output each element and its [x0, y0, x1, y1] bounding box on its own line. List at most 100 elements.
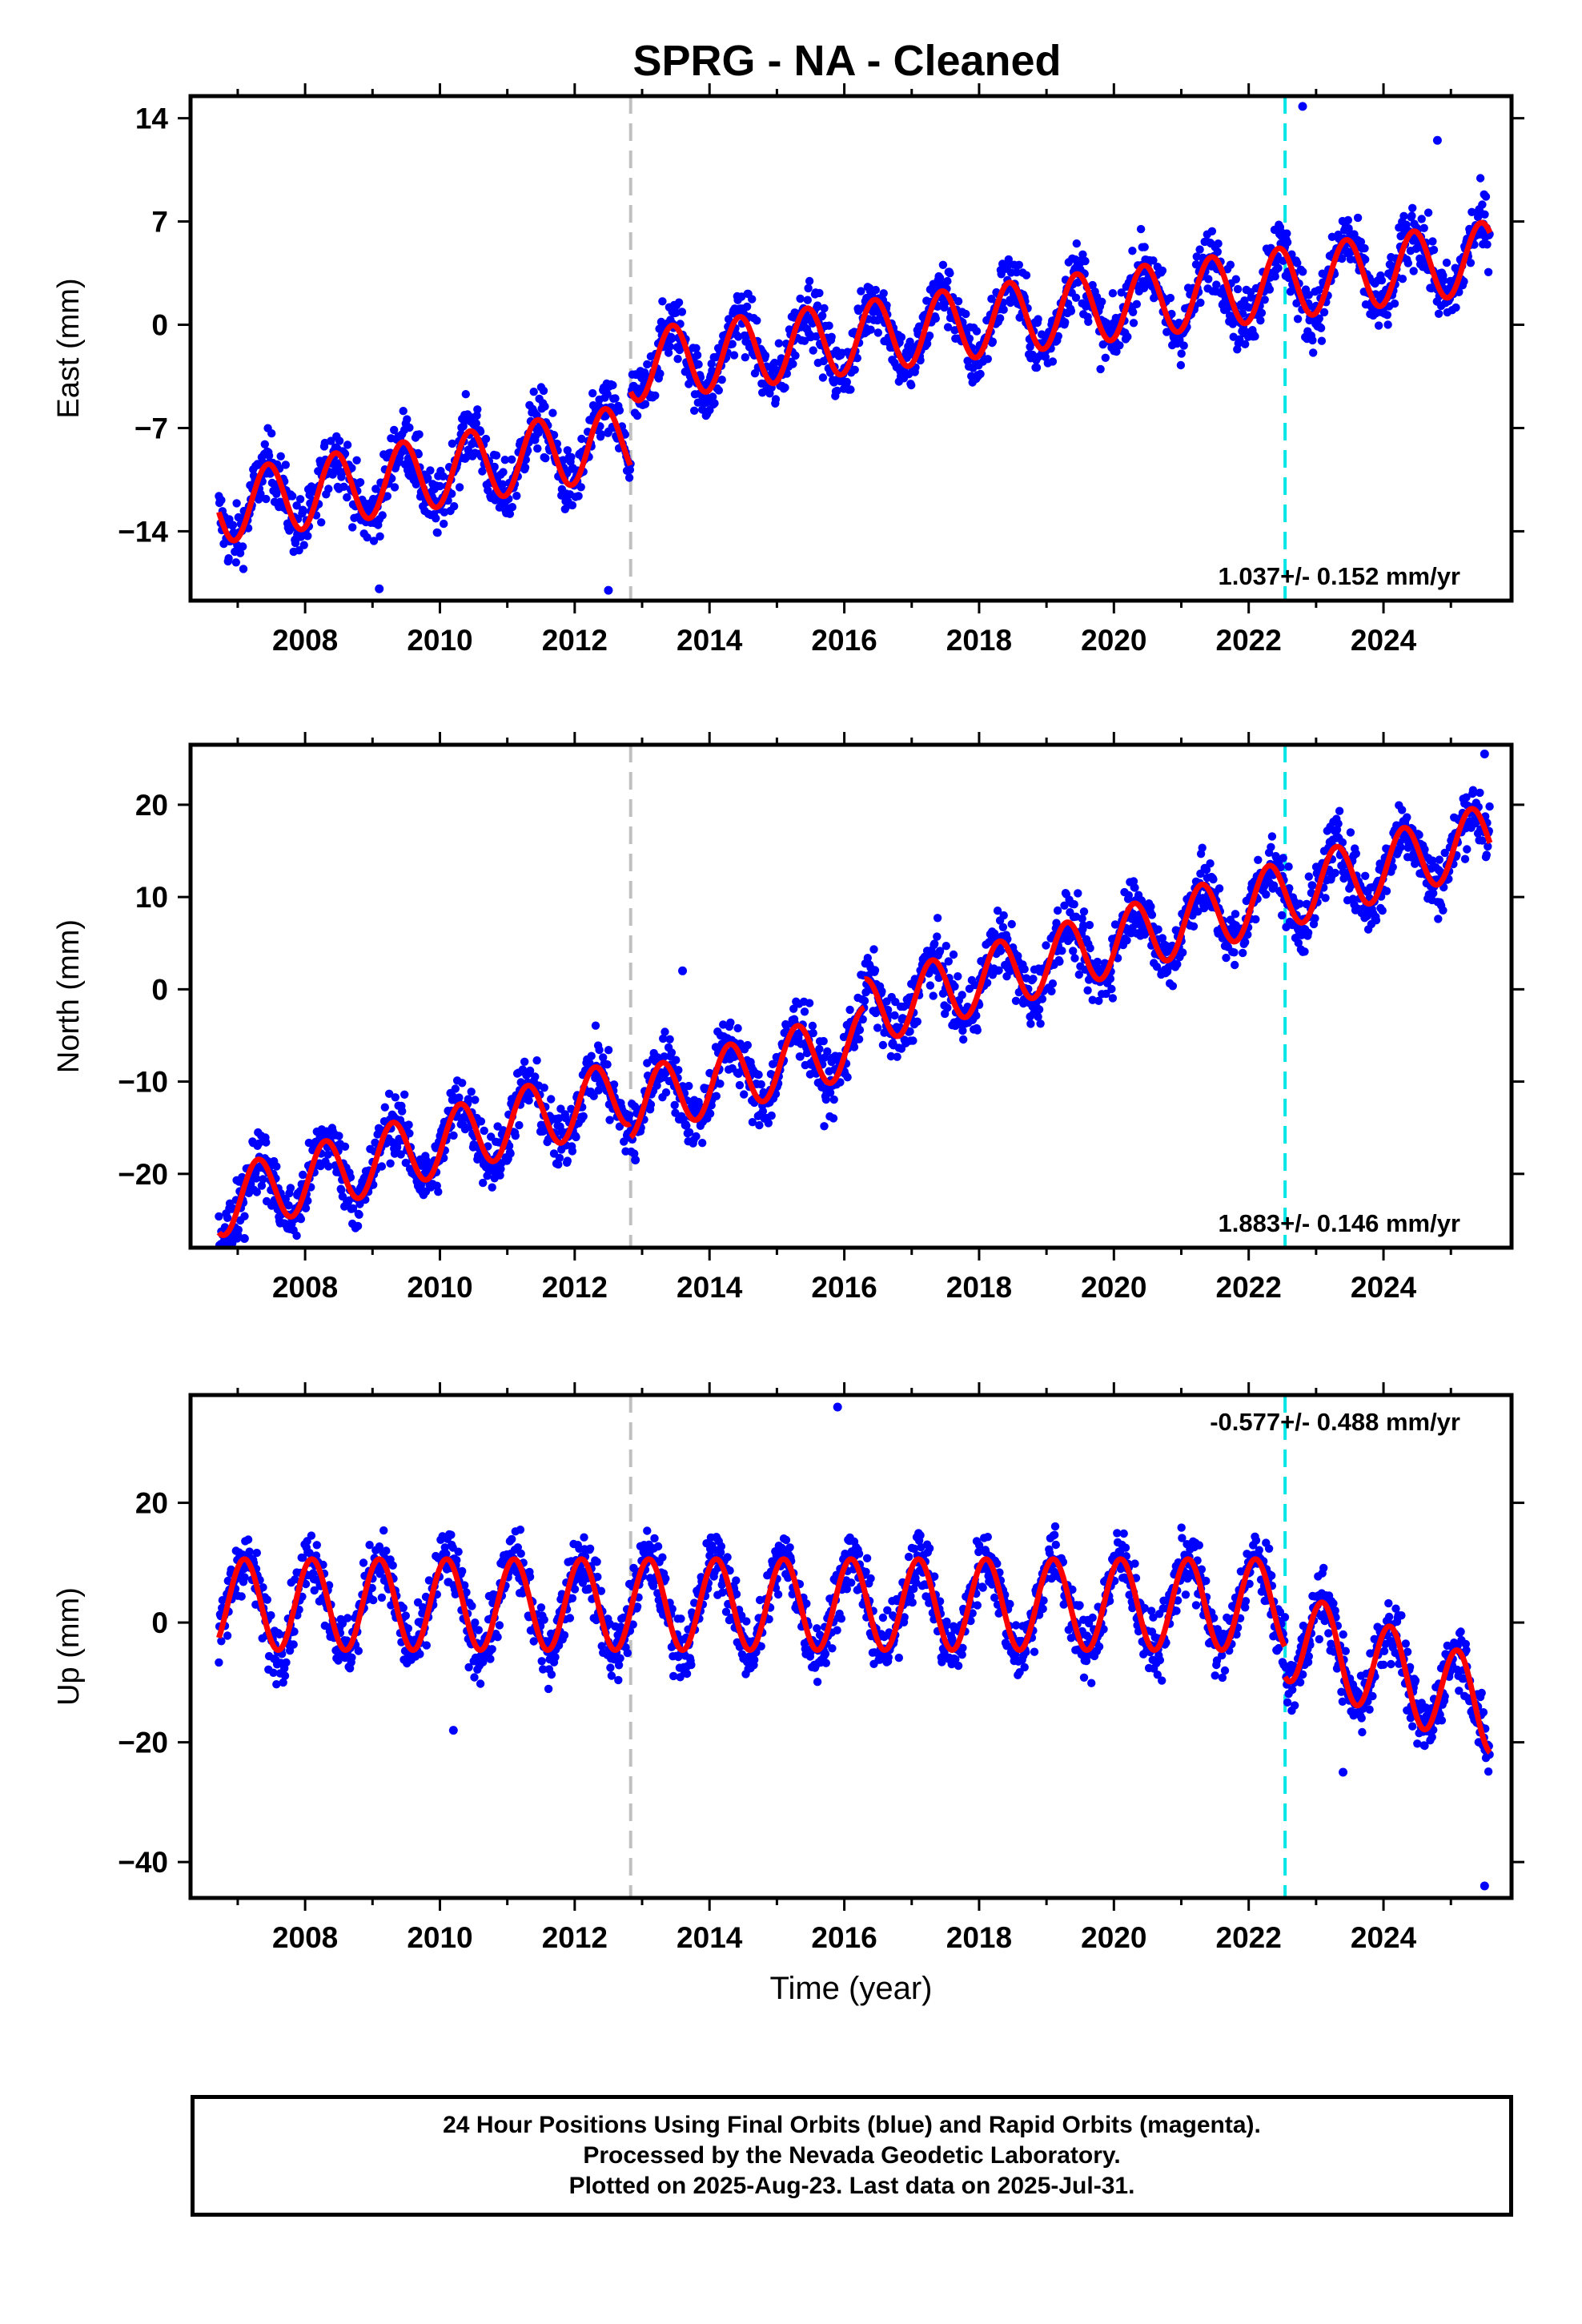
position-point: [568, 501, 577, 510]
position-point: [1434, 309, 1443, 318]
position-point: [369, 1595, 378, 1605]
position-point: [447, 1530, 456, 1539]
position-point: [343, 1614, 352, 1622]
position-point: [1222, 953, 1231, 963]
position-point: [324, 485, 333, 493]
position-point: [690, 406, 699, 415]
position-point: [733, 1023, 742, 1033]
position-point: [498, 480, 507, 489]
position-point: [479, 1178, 488, 1188]
position-point: [499, 468, 508, 476]
position-point: [488, 1183, 496, 1192]
position-point: [355, 1210, 363, 1220]
position-point: [995, 314, 1005, 323]
x-tick-label: 2012: [542, 624, 608, 657]
position-point: [1069, 947, 1078, 955]
position-point: [539, 386, 548, 396]
position-point: [943, 323, 953, 332]
position-point: [623, 1648, 632, 1658]
position-point: [1483, 240, 1492, 249]
x-tick-label: 2018: [946, 1271, 1012, 1304]
position-point: [303, 532, 312, 541]
position-point: [520, 463, 530, 472]
position-point: [817, 311, 827, 320]
position-point: [716, 1080, 725, 1088]
position-point: [712, 1092, 721, 1100]
position-point: [1147, 911, 1157, 919]
position-point: [359, 1558, 368, 1567]
position-point: [515, 1120, 524, 1130]
position-point: [262, 494, 271, 504]
position-point: [1036, 1019, 1045, 1028]
position-point: [740, 1090, 749, 1099]
position-point: [1154, 925, 1162, 934]
position-point: [843, 1073, 852, 1082]
position-point: [288, 492, 297, 501]
position-point: [1072, 239, 1082, 248]
position-point: [1074, 889, 1082, 898]
position-point: [260, 440, 269, 448]
position-point: [217, 496, 226, 505]
position-point: [1231, 910, 1240, 919]
position-point: [1086, 943, 1094, 953]
position-point: [472, 411, 481, 420]
position-point: [398, 1107, 407, 1116]
position-point: [667, 334, 677, 344]
position-point: [1129, 308, 1138, 316]
position-point: [382, 1546, 391, 1555]
position-point: [574, 492, 583, 501]
position-point: [890, 1011, 899, 1020]
y-tick-label: 20: [135, 789, 168, 822]
y-tick-label: 0: [151, 973, 168, 1006]
position-point: [1241, 340, 1250, 348]
position-point: [565, 1614, 575, 1622]
position-point: [842, 377, 852, 387]
position-point: [390, 483, 400, 492]
position-point: [857, 287, 865, 296]
position-point: [224, 554, 233, 563]
position-point: [1198, 843, 1207, 852]
position-point: [299, 506, 308, 516]
position-point: [289, 1640, 298, 1649]
position-point: [672, 1055, 681, 1064]
position-point: [709, 392, 717, 401]
position-point: [973, 1026, 982, 1035]
position-point: [1032, 363, 1042, 372]
outlier-point: [375, 584, 384, 593]
position-point: [1478, 200, 1487, 209]
position-point: [1146, 902, 1155, 911]
position-point: [439, 472, 448, 480]
position-point: [383, 492, 391, 501]
position-point: [1409, 267, 1418, 275]
position-point: [1343, 215, 1353, 225]
position-point: [473, 405, 482, 414]
x-tick-label: 2008: [272, 624, 338, 657]
y-tick-label: −7: [135, 412, 168, 444]
x-tick-label: 2010: [407, 1271, 472, 1304]
position-point: [563, 1156, 572, 1165]
position-point: [850, 365, 859, 374]
position-point: [728, 340, 737, 348]
position-point: [537, 1657, 546, 1666]
position-point: [1254, 855, 1263, 865]
position-point: [1360, 243, 1369, 253]
position-point: [748, 295, 757, 304]
x-tick-label: 2018: [946, 624, 1012, 657]
position-point: [223, 1213, 232, 1223]
position-point: [1284, 862, 1293, 871]
position-point: [595, 1045, 604, 1055]
position-point: [1136, 224, 1146, 234]
position-point: [829, 1114, 838, 1123]
position-point: [1022, 271, 1031, 279]
position-point: [809, 346, 817, 355]
position-point: [827, 332, 836, 341]
position-point: [614, 1675, 623, 1685]
position-point: [1226, 260, 1235, 269]
position-point: [1374, 321, 1383, 330]
position-point: [296, 1215, 306, 1224]
position-point: [1108, 994, 1118, 1003]
position-point: [603, 1060, 612, 1069]
position-point: [1026, 1019, 1035, 1028]
position-point: [1204, 275, 1213, 283]
position-point: [536, 1603, 546, 1612]
